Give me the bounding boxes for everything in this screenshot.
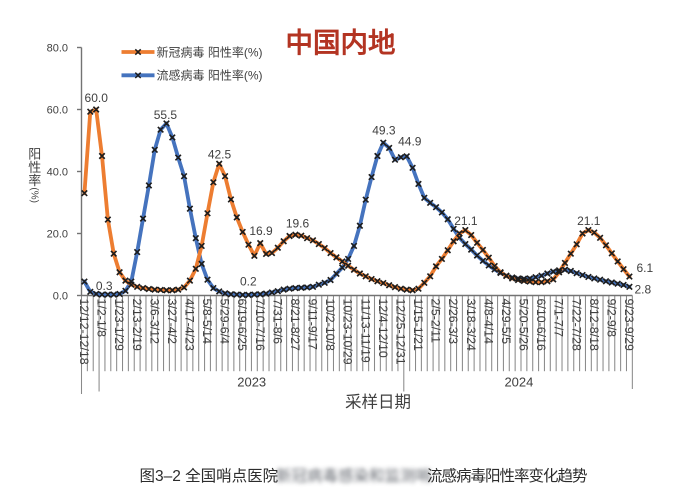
svg-text:9/23-9/29: 9/23-9/29: [622, 299, 636, 351]
svg-text:20.0: 20.0: [47, 229, 68, 241]
svg-text:2/26-3/3: 2/26-3/3: [446, 299, 460, 345]
svg-text:12/12-12/18: 12/12-12/18: [77, 299, 91, 365]
svg-text:19.6: 19.6: [286, 216, 310, 230]
svg-text:性: 性: [28, 160, 41, 175]
svg-text:42.5: 42.5: [208, 148, 232, 162]
svg-text:7/31-8/6: 7/31-8/6: [270, 299, 284, 345]
svg-text:8/21-8/27: 8/21-8/27: [288, 299, 302, 351]
svg-text:16.9: 16.9: [249, 224, 273, 238]
svg-text:3/6-3/12: 3/6-3/12: [147, 299, 161, 345]
svg-text:2.8: 2.8: [635, 282, 652, 296]
svg-text:9/11-9/17: 9/11-9/17: [306, 299, 320, 351]
svg-text:7/1-7/7: 7/1-7/7: [552, 299, 566, 338]
svg-text:21.1: 21.1: [454, 214, 478, 228]
svg-text:(%): (%): [28, 187, 39, 203]
svg-text:5/20-5/26: 5/20-5/26: [517, 299, 531, 351]
svg-text:0.2: 0.2: [240, 274, 257, 288]
svg-text:2023: 2023: [237, 375, 266, 390]
svg-text:6.1: 6.1: [637, 261, 654, 275]
svg-text:采样日期: 采样日期: [345, 393, 411, 412]
svg-text:中国内地: 中国内地: [286, 27, 396, 58]
svg-text:1/15-1/21: 1/15-1/21: [411, 299, 425, 351]
svg-text:1/23-1/29: 1/23-1/29: [112, 299, 126, 351]
svg-text:21.1: 21.1: [577, 214, 601, 228]
svg-text:60.0: 60.0: [85, 91, 109, 105]
svg-text:2/5-2/11: 2/5-2/11: [429, 299, 443, 344]
svg-text:6/19-6/25: 6/19-6/25: [235, 299, 249, 351]
svg-text:3/27-4/2: 3/27-4/2: [165, 299, 179, 345]
svg-text:新冠病毒 阳性率(%): 新冠病毒 阳性率(%): [157, 44, 263, 59]
svg-text:6/10-6/16: 6/10-6/16: [534, 299, 548, 351]
svg-text:阳: 阳: [28, 146, 41, 161]
svg-text:12/25-12/31: 12/25-12/31: [393, 299, 407, 365]
svg-text:0.3: 0.3: [96, 279, 113, 293]
svg-text:率: 率: [28, 173, 41, 188]
svg-text:3/18-3/24: 3/18-3/24: [464, 299, 478, 351]
svg-text:流感病毒 阳性率(%): 流感病毒 阳性率(%): [157, 68, 263, 83]
svg-text:80.0: 80.0: [47, 43, 68, 55]
svg-text:5/8-5/14: 5/8-5/14: [200, 299, 214, 345]
svg-text:4/29-5/5: 4/29-5/5: [499, 299, 513, 345]
svg-text:7/10-7/16: 7/10-7/16: [253, 299, 267, 351]
svg-text:55.5: 55.5: [154, 108, 178, 122]
svg-text:2/13-2/19: 2/13-2/19: [130, 299, 144, 351]
svg-text:4/17-4/23: 4/17-4/23: [183, 299, 197, 351]
svg-text:49.3: 49.3: [372, 124, 396, 138]
svg-text:2024: 2024: [504, 375, 533, 390]
svg-text:60.0: 60.0: [47, 105, 68, 117]
svg-text:11/13-11/19: 11/13-11/19: [358, 299, 372, 363]
svg-text:10/2-10/8: 10/2-10/8: [323, 299, 337, 351]
svg-text:4/8-4/14: 4/8-4/14: [481, 299, 495, 345]
svg-text:12/4-12/10: 12/4-12/10: [376, 299, 390, 358]
svg-text:10/23-10/29: 10/23-10/29: [341, 299, 355, 365]
svg-text:8/12-8/18: 8/12-8/18: [587, 299, 601, 351]
svg-text:40.0: 40.0: [47, 167, 68, 179]
svg-text:44.9: 44.9: [398, 135, 422, 149]
svg-text:0.0: 0.0: [53, 291, 68, 303]
svg-text:1/2-1/8: 1/2-1/8: [95, 299, 109, 338]
svg-text:7/22-7/28: 7/22-7/28: [569, 299, 583, 351]
svg-text:5/29-6/4: 5/29-6/4: [218, 299, 232, 345]
svg-text:9/2-9/8: 9/2-9/8: [604, 299, 618, 338]
